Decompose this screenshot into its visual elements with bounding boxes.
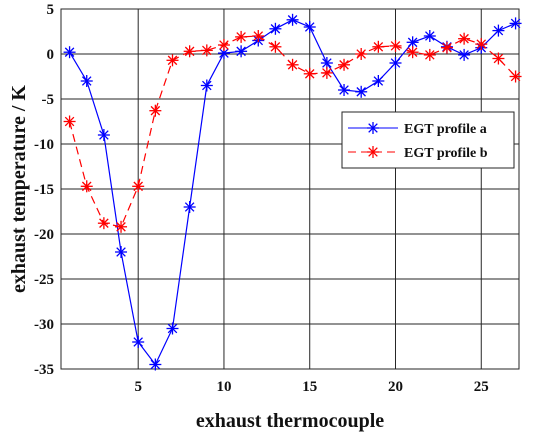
data-point-marker	[458, 32, 471, 45]
data-point-marker	[389, 39, 402, 52]
legend: EGT profile a EGT profile b	[341, 111, 515, 169]
data-point-marker	[372, 40, 385, 53]
data-point-marker	[303, 21, 316, 33]
y-tick-label: -15	[34, 182, 54, 198]
data-point-marker	[183, 201, 196, 213]
x-tick-label: 20	[388, 379, 403, 395]
data-point-marker	[80, 180, 93, 193]
data-point-marker	[269, 22, 282, 35]
data-point-marker	[423, 48, 436, 61]
x-axis-title: exhaust thermocouple	[196, 410, 384, 432]
y-tick-label: -5	[42, 92, 55, 108]
data-point-marker	[115, 246, 128, 258]
data-point-marker	[492, 52, 505, 65]
data-point-marker	[389, 57, 402, 69]
data-point-marker	[97, 129, 110, 141]
data-point-marker	[115, 220, 128, 233]
data-point-marker	[355, 48, 368, 60]
data-point-marker	[338, 58, 351, 71]
data-point-marker	[149, 104, 162, 117]
data-point-marker	[63, 46, 76, 59]
data-point-marker	[286, 58, 299, 71]
data-point-marker	[338, 84, 351, 96]
y-tick-label: 0	[47, 47, 55, 63]
legend-marker-b	[367, 146, 379, 158]
grid	[61, 9, 519, 369]
data-point-marker	[80, 75, 93, 87]
data-point-marker	[355, 85, 368, 98]
data-point-marker	[235, 30, 248, 43]
data-point-marker	[63, 115, 76, 128]
y-tick-label: -10	[34, 137, 54, 153]
legend-marker-a	[367, 122, 379, 134]
data-point-marker	[200, 44, 213, 57]
data-point-marker	[166, 54, 179, 67]
data-point-marker	[509, 17, 522, 30]
y-tick-label: -25	[34, 272, 54, 288]
x-tick-label: 25	[474, 379, 489, 395]
data-point-marker	[252, 30, 265, 42]
data-point-marker	[97, 217, 110, 230]
axis-ticks: 5 10 15 20 25 5 0 -5 -10 -15 -20 -25 -30 -35	[34, 2, 489, 395]
x-tick-label: 15	[302, 379, 317, 395]
data-point-marker	[235, 45, 248, 58]
data-point-marker	[320, 66, 333, 79]
x-tick-label: 5	[134, 379, 142, 395]
data-point-marker	[217, 39, 230, 51]
data-point-marker	[475, 38, 488, 51]
y-tick-label: -20	[34, 227, 54, 243]
data-point-marker	[372, 75, 385, 87]
legend-star-b	[367, 146, 379, 158]
data-point-marker	[286, 13, 299, 26]
data-point-marker	[200, 79, 213, 92]
data-point-marker	[132, 180, 145, 193]
legend-label-a: EGT profile a	[404, 122, 487, 137]
data-point-marker	[423, 30, 436, 42]
data-point-marker	[440, 41, 453, 54]
data-point-marker	[458, 48, 471, 61]
data-point-marker	[406, 46, 419, 59]
data-point-marker	[149, 358, 162, 371]
y-axis-title: exhaust temperature / K	[8, 85, 30, 293]
y-tick-label: -35	[34, 362, 54, 378]
data-point-marker	[509, 70, 522, 83]
series-a	[63, 13, 522, 371]
series-b	[63, 30, 522, 233]
y-tick-label: -30	[34, 317, 54, 333]
data-point-marker	[492, 24, 505, 37]
data-point-marker	[166, 322, 179, 335]
series-layer	[63, 13, 522, 371]
data-point-marker	[303, 67, 316, 80]
data-point-marker	[132, 336, 145, 348]
legend-box	[341, 111, 515, 169]
data-point-marker	[269, 40, 282, 53]
legend-star-a	[367, 122, 379, 134]
data-point-marker	[183, 45, 196, 58]
legend-label-b: EGT profile b	[404, 146, 488, 161]
y-tick-label: 5	[47, 2, 55, 18]
x-tick-label: 10	[216, 379, 231, 395]
